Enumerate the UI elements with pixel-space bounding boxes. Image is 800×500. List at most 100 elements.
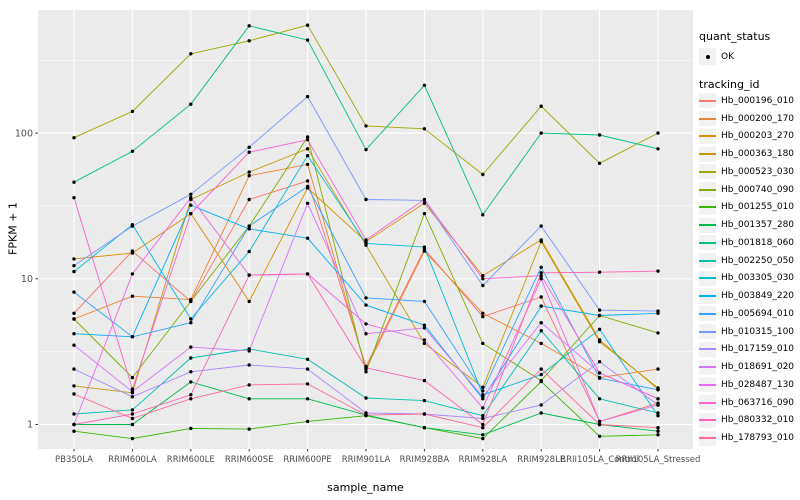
data-point — [364, 147, 368, 152]
data-point — [305, 397, 310, 401]
legend-key-box — [699, 430, 716, 446]
data-point — [597, 422, 602, 427]
line-swatch-icon — [699, 259, 716, 262]
data-point — [72, 429, 76, 433]
data-point — [247, 39, 251, 43]
data-point — [539, 403, 543, 407]
data-point — [656, 414, 660, 418]
data-point — [72, 290, 76, 294]
data-point — [130, 390, 135, 394]
x-tick-label: PB350LA — [55, 455, 93, 465]
data-point — [305, 357, 310, 361]
legend-key-box — [699, 412, 716, 428]
y-tick-label: 1 — [27, 420, 33, 431]
data-point — [247, 383, 251, 387]
data-point — [189, 345, 193, 349]
legend-item-label: Hb_063716_090 — [721, 397, 795, 408]
data-point — [72, 422, 76, 427]
data-point — [305, 154, 310, 158]
data-point — [72, 311, 76, 315]
data-point — [305, 94, 310, 99]
legend-item-label: Hb_000363_180 — [721, 149, 795, 160]
legend-item-Hb_028487_130: Hb_028487_130 — [699, 376, 799, 394]
legend-key-box — [699, 341, 716, 357]
data-point — [72, 257, 76, 261]
legend-item-label: Hb_000523_030 — [721, 166, 795, 177]
data-point — [656, 403, 660, 407]
data-point — [130, 149, 135, 153]
line-swatch-icon — [699, 153, 716, 156]
legend-item-label: Hb_002250_050 — [721, 255, 795, 266]
data-point — [364, 322, 368, 326]
line-swatch-icon — [699, 366, 716, 369]
line-swatch-icon — [699, 241, 716, 244]
data-point — [597, 397, 602, 401]
data-point — [539, 104, 543, 108]
data-point — [130, 294, 135, 298]
data-point — [422, 323, 427, 327]
data-point — [481, 385, 485, 389]
data-point — [305, 236, 310, 240]
x-tick-label: RRIM600SE — [225, 455, 274, 465]
legend-key-box — [699, 235, 716, 251]
data-point — [72, 136, 76, 140]
data-point — [539, 239, 543, 244]
data-point — [422, 338, 427, 342]
legend-key-box — [699, 306, 716, 322]
legend-key-box — [699, 359, 716, 375]
data-point — [481, 274, 485, 278]
legend-item-label: Hb_000740_090 — [721, 184, 795, 195]
data-point — [72, 384, 76, 388]
data-point — [189, 393, 193, 397]
data-point — [481, 314, 485, 319]
y-tick-label: 100 — [15, 128, 33, 139]
data-point — [422, 398, 427, 403]
data-point — [305, 184, 310, 189]
data-point — [656, 131, 660, 135]
data-point — [539, 367, 543, 371]
data-point — [305, 23, 310, 27]
legend-key-box — [699, 324, 716, 340]
data-point — [656, 269, 660, 273]
legend-tracking-id-title: tracking_id — [699, 78, 760, 91]
data-point — [364, 296, 368, 300]
data-point — [364, 124, 368, 128]
data-point — [481, 213, 485, 217]
data-point — [656, 331, 660, 335]
data-point — [539, 321, 543, 325]
data-point — [656, 147, 660, 151]
legend-item-Hb_000203_270: Hb_000203_270 — [699, 128, 799, 146]
legend-key-box — [699, 217, 716, 233]
data-point — [422, 412, 427, 416]
data-point — [422, 326, 427, 330]
legend-item-Hb_000200_170: Hb_000200_170 — [699, 110, 799, 128]
legend-tracking-id-items: Hb_000196_010 Hb_000200_170 Hb_000203_270 H… — [699, 92, 799, 447]
data-point — [130, 375, 135, 380]
data-point — [656, 433, 660, 437]
data-point — [422, 299, 427, 304]
data-point — [597, 327, 602, 331]
data-point — [72, 264, 76, 268]
data-point — [656, 367, 660, 371]
data-point — [247, 273, 251, 277]
data-point — [481, 436, 485, 441]
data-point — [305, 179, 310, 183]
data-point — [481, 341, 485, 346]
line-swatch-icon — [699, 437, 716, 440]
data-point — [247, 299, 251, 304]
data-point — [364, 396, 368, 400]
data-point — [130, 387, 135, 391]
data-point — [247, 150, 251, 154]
legend-key-box — [699, 377, 716, 393]
data-point — [539, 271, 543, 275]
data-point — [189, 52, 193, 56]
data-point — [364, 332, 368, 336]
legend: quant_status OK tracking_id Hb_000196_01… — [699, 30, 799, 447]
data-point — [189, 192, 193, 196]
data-point — [597, 161, 602, 165]
data-point — [481, 426, 485, 430]
data-points — [72, 23, 660, 441]
data-point — [72, 317, 76, 321]
data-point — [130, 395, 135, 399]
legend-item-label: OK — [721, 51, 734, 62]
